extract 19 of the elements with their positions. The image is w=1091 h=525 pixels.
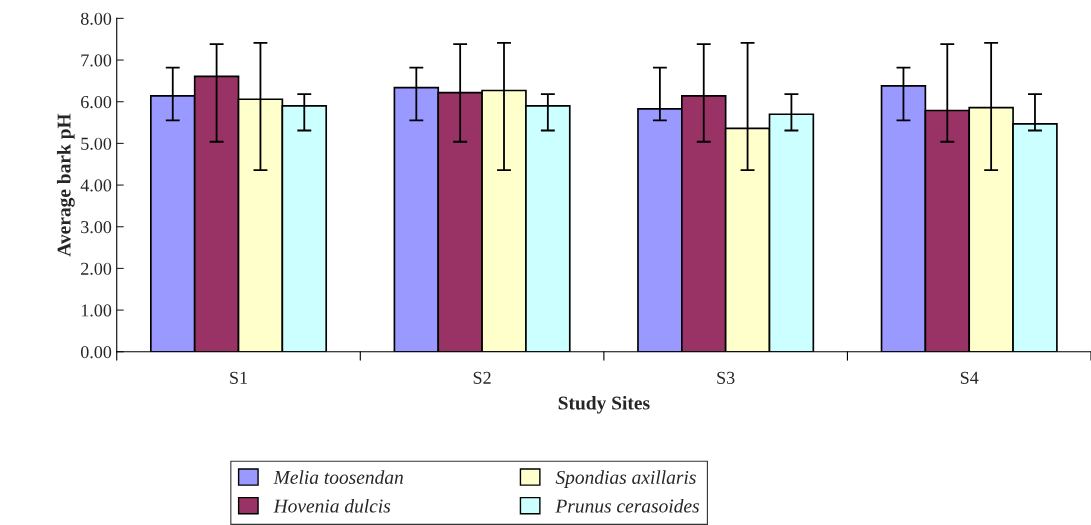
y-tick-label: 7.00 — [81, 54, 112, 67]
x-tick-label: S4 — [960, 371, 979, 384]
y-tick-label: 4.00 — [80, 179, 112, 192]
x-tick-label: S1 — [230, 371, 247, 384]
legend-label: Prunus cerasoides — [555, 498, 700, 513]
y-tick-label: 2.00 — [81, 262, 112, 275]
x-axis-title: Study Sites — [558, 395, 650, 414]
y-tick-label: 8.00 — [80, 12, 112, 25]
y-tick-label: 0.00 — [80, 346, 112, 359]
x-tick-label: S2 — [473, 371, 491, 384]
y-axis-title: Average bark pH — [56, 113, 75, 257]
legend-label: Melia toosendan — [273, 470, 403, 484]
legend-label: Hovenia dulcis — [273, 498, 391, 513]
y-tick-label: 5.00 — [81, 137, 112, 150]
y-tick-label: 6.00 — [81, 95, 112, 109]
y-tick-label: 1.00 — [81, 304, 112, 317]
x-tick-label: S3 — [717, 371, 735, 384]
y-tick-label: 3.00 — [81, 220, 112, 234]
legend-label: Spondias axillaris — [555, 470, 696, 488]
